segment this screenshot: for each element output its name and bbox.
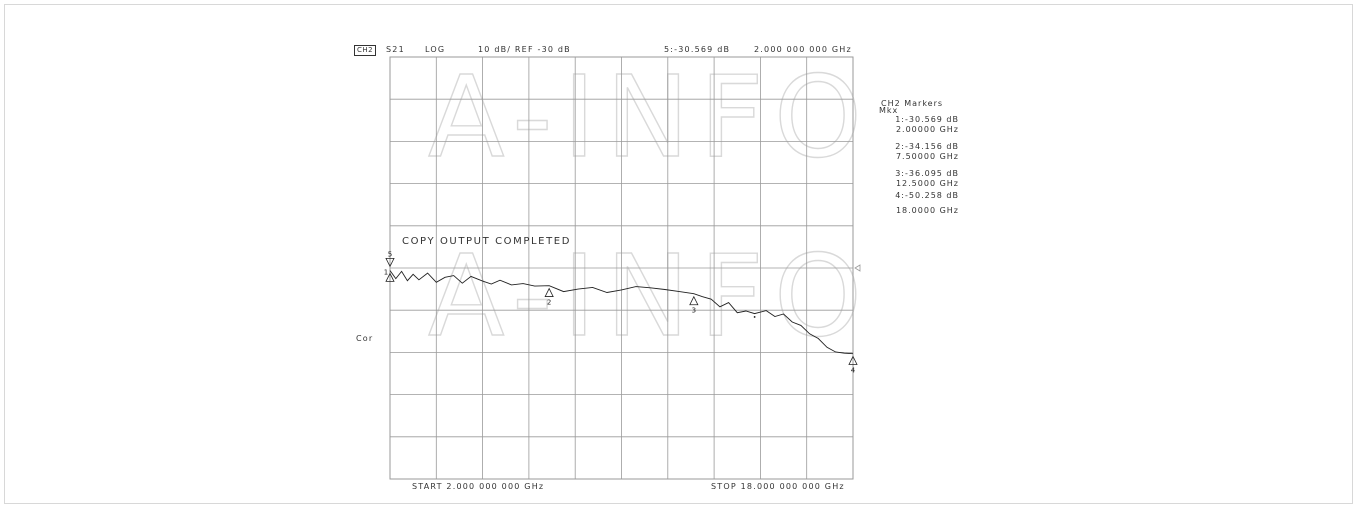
reference-level-arrow (854, 264, 861, 272)
grid (389, 56, 861, 480)
marker-frequency: 12.5000 GHz (895, 178, 959, 188)
marker-3-triangle (689, 295, 699, 306)
trace-dot (753, 316, 756, 318)
scale-label: 10 dB/ REF -30 dB (478, 45, 571, 54)
marker-value: 2:-34.156 dB (895, 142, 959, 151)
marker-entry[interactable]: 2:-34.156 dB 7.50000 GHz (879, 142, 959, 161)
marker-5-label: 5 (388, 250, 392, 258)
stop-frequency: STOP 18.000 000 000 GHz (711, 482, 845, 491)
marker-3-label: 3 (692, 307, 696, 315)
marker-2-triangle (544, 287, 554, 297)
marker-entry[interactable]: 1:-30.569 dB 2.00000 GHz (879, 115, 959, 134)
marker-frequency: 18.0000 GHz (895, 205, 959, 215)
marker-value: 1:-30.569 dB (895, 115, 959, 124)
marker-4-triangle (848, 355, 858, 365)
active-marker-frequency: 2.000 000 000 GHz (754, 45, 852, 54)
marker-panel-title: CH2 Markers (881, 99, 944, 108)
marker-entry[interactable]: 3:-36.095 dB 12.5000 GHz (879, 169, 959, 188)
marker-panel-subtitle: Mkx (879, 105, 899, 115)
watermark-text: A-INFO (428, 232, 872, 362)
marker-panel: CH2 Markers Mkx 1:-30.569 dB 2.00000 GHz… (879, 99, 959, 215)
channel-badge[interactable]: CH2 (354, 45, 377, 56)
markers: 1 2 3 4 5 (384, 250, 858, 374)
marker-value: 4:-50.258 dB (895, 191, 959, 200)
active-marker-value: 5:-30.569 dB (664, 45, 731, 54)
trace-line (389, 270, 854, 355)
marker-value: 3:-36.095 dB (895, 169, 959, 178)
screen-frame (4, 4, 1353, 504)
start-frequency: START 2.000 000 000 GHz (412, 482, 545, 491)
marker-1-label: 1 (384, 268, 388, 276)
marker-5-triangle (385, 258, 395, 268)
marker-1-triangle (385, 272, 395, 282)
parameter-label: S21 (386, 45, 405, 54)
status-message: COPY OUTPUT COMPLETED (402, 236, 572, 247)
watermark-text: A-INFO (428, 53, 872, 183)
marker-entry[interactable]: 4:-50.258 dB 18.0000 GHz (879, 191, 959, 215)
correction-indicator: Cor (356, 334, 374, 343)
watermark: A-INFO A-INFO (427, 52, 872, 362)
marker-frequency: 7.50000 GHz (895, 151, 959, 161)
trace (389, 270, 854, 355)
marker-2-label: 2 (547, 299, 551, 307)
format-label: LOG (425, 45, 446, 54)
marker-frequency: 2.00000 GHz (895, 124, 959, 134)
marker-4-label: 4 (851, 366, 856, 374)
